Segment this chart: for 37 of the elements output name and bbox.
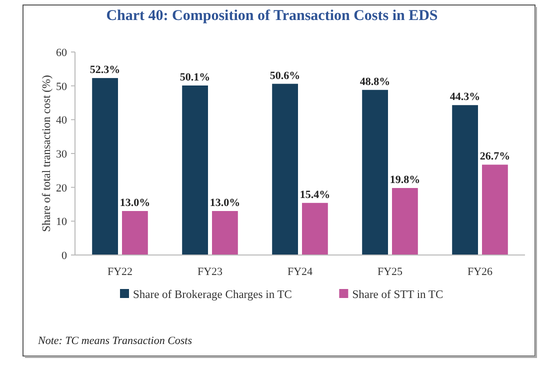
bar	[392, 188, 418, 255]
x-tick-label: FY26	[467, 266, 494, 278]
bar	[362, 90, 388, 255]
x-tick-label: FY23	[197, 266, 224, 278]
data-label: 44.3%	[450, 91, 480, 104]
bar	[302, 202, 328, 255]
legend-label: Share of STT in TC	[352, 289, 444, 301]
y-tick-label: 60	[56, 47, 68, 59]
y-axis-title: Share of total transaction cost (%)	[41, 74, 53, 232]
bar	[452, 105, 478, 255]
y-tick-label: 50	[56, 80, 68, 93]
data-label: 13.0%	[120, 197, 150, 210]
data-label: 15.4%	[300, 188, 330, 201]
bar	[482, 164, 508, 255]
x-tick-label: FY22	[107, 266, 133, 278]
chart-title: Chart 40: Composition of Transaction Costs in EDS	[106, 8, 438, 24]
x-tick-label: FY24	[287, 266, 314, 278]
y-tick-label: 20	[56, 182, 68, 194]
data-label: 48.8%	[360, 76, 390, 88]
data-label: 13.0%	[210, 197, 240, 210]
text: Note: TC means Transaction Costs	[37, 335, 192, 347]
data-label: 26.7%	[480, 150, 510, 163]
bar	[272, 84, 298, 255]
data-label: 19.8%	[390, 174, 420, 186]
bar	[182, 85, 208, 255]
bar	[122, 211, 148, 255]
y-tick-label: 10	[56, 216, 68, 228]
y-tick-label: 30	[56, 148, 68, 160]
data-label: 50.1%	[180, 71, 210, 84]
legend-label: Share of Brokerage Charges in TC	[133, 289, 292, 301]
y-tick-label: 40	[56, 114, 68, 127]
x-tick-label: FY25	[377, 266, 404, 278]
bar	[92, 78, 118, 255]
data-label: 52.3%	[90, 64, 120, 76]
bar	[212, 211, 238, 255]
data-label: 50.6%	[270, 70, 300, 82]
y-tick-label: 0	[62, 250, 68, 262]
